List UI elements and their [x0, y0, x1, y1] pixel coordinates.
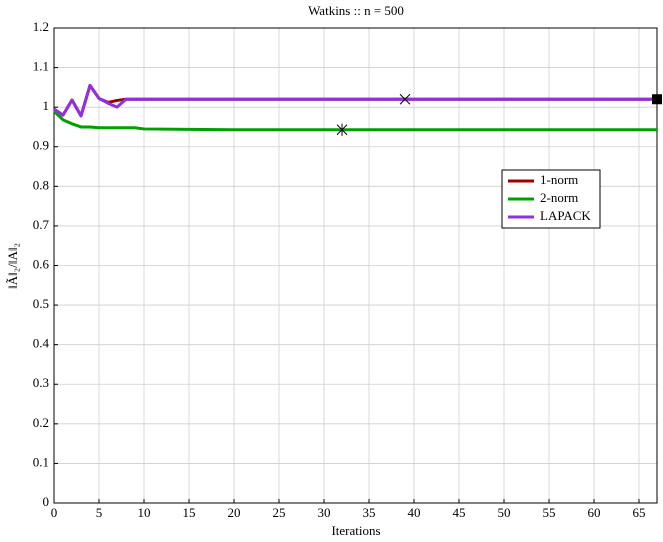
plot-frame [53, 27, 658, 504]
y-tick-label: 0.3 [33, 375, 49, 390]
y-tick-label: 0 [43, 494, 50, 509]
legend-label: 1-norm [540, 172, 578, 187]
y-tick-label: 0.6 [33, 256, 50, 271]
x-tick-label: 20 [228, 505, 241, 520]
series-line [53, 83, 657, 118]
x-axis-label: Iterations [331, 523, 380, 538]
x-tick-label: 35 [363, 505, 376, 520]
y-tick-label: 0.8 [33, 177, 49, 192]
x-tick-label: 5 [96, 505, 103, 520]
y-tick-label: 0.5 [33, 296, 49, 311]
legend-label: 2-norm [540, 190, 578, 205]
x-tick-label: 45 [453, 505, 466, 520]
y-tick-label: 0.9 [33, 138, 49, 153]
x-tick-label: 50 [498, 505, 511, 520]
y-tick-label: 0.1 [33, 454, 49, 469]
chart-title: Watkins :: n = 500 [308, 3, 404, 18]
y-tick-label: 0.4 [33, 336, 50, 351]
legend-label: LAPACK [540, 208, 591, 223]
y-tick-label: 0.2 [33, 415, 49, 430]
marker [652, 94, 662, 105]
marker [336, 123, 348, 136]
x-tick-label: 15 [183, 505, 196, 520]
y-axis-label: ‖Ã‖₂/‖A‖₂ [5, 243, 20, 289]
y-tick-label: 1 [43, 98, 50, 113]
x-tick-label: 25 [273, 505, 286, 520]
y-tick-label: 1.2 [33, 19, 49, 34]
x-tick-label: 65 [633, 505, 646, 520]
y-tick-label: 1.1 [33, 59, 49, 74]
x-tick-label: 55 [543, 505, 556, 520]
marker [399, 93, 411, 105]
x-tick-label: 30 [318, 505, 331, 520]
x-tick-label: 40 [408, 505, 421, 520]
series-line [52, 110, 657, 132]
y-tick-label: 0.7 [33, 217, 50, 232]
x-tick-label: 60 [588, 505, 601, 520]
x-tick-label: 0 [51, 505, 58, 520]
x-tick-label: 10 [138, 505, 151, 520]
